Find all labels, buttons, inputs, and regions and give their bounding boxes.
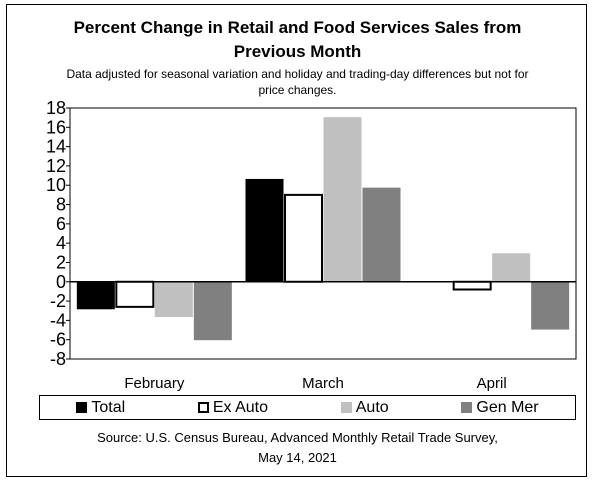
y-tick-label: 0: [56, 272, 66, 292]
chart-title-line-1: Percent Change in Retail and Food Servic…: [73, 18, 522, 37]
chart-title: Percent Change in Retail and Food Servic…: [0, 16, 595, 64]
bar-total: [76, 281, 115, 310]
bar-ex-auto: [115, 280, 155, 308]
bar-auto: [492, 253, 531, 283]
plot-area: [69, 107, 577, 360]
y-tick-label: 8: [56, 195, 66, 215]
y-tick-label: 16: [46, 117, 66, 137]
chart-subtitle-line-1: Data adjusted for seasonal variation and…: [66, 67, 529, 81]
chart-legend: Total Ex Auto Auto Gen Mer: [39, 395, 576, 420]
bar-gen-mer: [362, 187, 401, 283]
source-note-line-2: May 14, 2021: [258, 450, 337, 465]
legend-swatch-auto: [340, 402, 352, 413]
legend-label-ex-auto: Ex Auto: [212, 398, 269, 416]
legend-swatch-total: [76, 402, 88, 413]
legend-item-ex-auto: Ex Auto: [197, 398, 269, 417]
bar-ex-auto: [452, 280, 492, 291]
legend-item-gen-mer: Gen Mer: [461, 398, 539, 417]
legend-item-auto: Auto: [340, 398, 389, 417]
legend-label-auto: Auto: [355, 398, 389, 416]
y-tick-label: 12: [46, 156, 66, 176]
legend-label-total: Total: [91, 398, 126, 416]
legend-swatch-ex-auto: [197, 402, 209, 413]
bar-ex-auto: [284, 193, 323, 283]
x-category-label: February: [124, 375, 185, 392]
y-tick-label: 6: [56, 214, 66, 234]
y-tick-label: -6: [50, 330, 66, 350]
legend-swatch-gen-mer: [461, 402, 473, 413]
bar-auto: [154, 281, 193, 318]
y-tick-label: 4: [56, 233, 66, 253]
bar-gen-mer: [531, 281, 570, 330]
y-tick-label: -4: [50, 310, 66, 330]
legend-label-gen-mer: Gen Mer: [476, 398, 539, 416]
chart-subtitle: Data adjusted for seasonal variation and…: [0, 66, 595, 98]
bar-auto: [323, 117, 362, 283]
chart-title-line-2: Previous Month: [233, 42, 362, 61]
y-tick-label: 10: [46, 175, 66, 195]
chart-frame: [6, 4, 587, 477]
y-tick-label: 14: [46, 137, 66, 157]
y-tick-label: -2: [50, 291, 66, 311]
source-note: Source: U.S. Census Bureau, Advanced Mon…: [0, 428, 595, 468]
source-note-line-1: Source: U.S. Census Bureau, Advanced Mon…: [97, 430, 498, 445]
y-tick-label: -8: [50, 349, 66, 369]
bar-total: [245, 178, 284, 283]
y-tick-label: 2: [56, 252, 66, 272]
bar-gen-mer: [193, 281, 232, 341]
y-tick-label: 18: [46, 98, 66, 118]
x-category-label: April: [477, 375, 507, 392]
legend-item-total: Total: [76, 399, 125, 417]
x-category-label: March: [302, 375, 344, 392]
chart-subtitle-line-2: price changes.: [258, 83, 337, 97]
